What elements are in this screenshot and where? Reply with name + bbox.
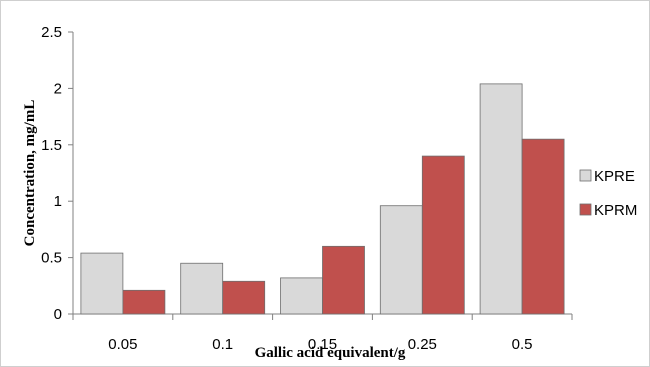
y-tick-label: 0.5 <box>41 250 62 267</box>
bars <box>80 83 565 315</box>
x-tick-label: 0.1 <box>212 336 233 353</box>
bar-kpre-0.25 <box>379 205 423 315</box>
x-tick-label: 0.15 <box>308 336 337 353</box>
y-tick-label: 0 <box>54 306 62 323</box>
y-axis-title: Concentration, mg/mL <box>22 100 38 247</box>
x-tick-label: 0.25 <box>408 336 437 353</box>
y-tick-label: 1 <box>54 193 62 210</box>
legend: KPRE KPRM <box>579 168 637 219</box>
y-tick-label: 2 <box>54 80 62 97</box>
bar-kprm-0.1 <box>222 280 266 315</box>
bar-kprm-0.15 <box>322 245 365 315</box>
bar-kprm-0.5 <box>521 138 565 315</box>
bar-kprm-0.25 <box>421 155 465 315</box>
tick-labels: 0 0.5 1 1.5 2 2.5 0.05 0.1 0.15 0.25 0.5 <box>41 24 532 353</box>
legend-label-kprm: KPRM <box>594 202 637 219</box>
x-axis <box>72 313 573 320</box>
legend-swatch-kpre <box>579 169 592 182</box>
bar-kpre-0.1 <box>180 262 224 315</box>
bar-kpre-0.05 <box>80 252 124 315</box>
legend-label-kpre: KPRE <box>594 168 635 185</box>
y-tick-label: 2.5 <box>41 24 62 41</box>
legend-swatch-kprm <box>579 203 592 216</box>
x-tick-label: 0.5 <box>512 336 533 353</box>
x-tick-label: 0.05 <box>108 336 137 353</box>
y-tick-label: 1.5 <box>41 137 62 154</box>
y-axis <box>68 31 74 315</box>
bar-kprm-0.05 <box>122 289 166 315</box>
bar-kpre-0.15 <box>280 277 323 315</box>
bar-kpre-0.5 <box>479 83 523 315</box>
x-axis-title: Gallic acid equivalent/g <box>255 345 406 361</box>
